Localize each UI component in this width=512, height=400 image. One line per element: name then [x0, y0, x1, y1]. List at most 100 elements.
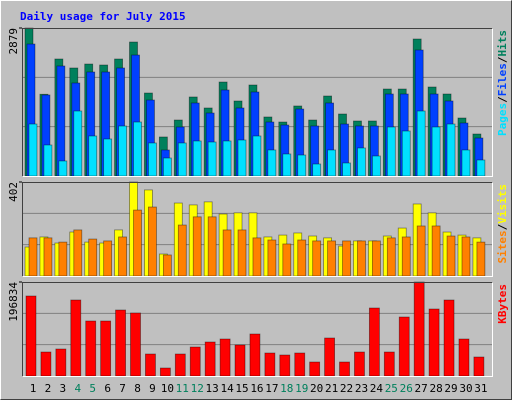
bar	[279, 354, 291, 377]
legend-entry: Files	[496, 63, 509, 96]
bar	[100, 320, 112, 377]
bar	[267, 149, 277, 177]
x-tick-label: 5	[89, 382, 96, 395]
bar	[368, 307, 380, 377]
legend: KBytes	[496, 284, 509, 324]
bar	[476, 241, 486, 277]
bar	[398, 316, 410, 377]
bar	[145, 353, 156, 377]
bar	[73, 229, 83, 277]
bar	[219, 338, 231, 377]
bar	[371, 155, 381, 177]
panel-border-dark	[22, 282, 493, 377]
x-tick-label: 3	[60, 382, 67, 395]
bar	[56, 65, 66, 177]
x-tick-label: 10	[161, 382, 174, 395]
bar	[342, 162, 351, 177]
bar	[115, 309, 126, 377]
bar	[473, 356, 485, 377]
x-tick-label: 18	[280, 382, 293, 395]
chart-title: Daily usage for July 2015	[20, 10, 186, 23]
bar	[55, 348, 67, 377]
bar	[159, 367, 171, 377]
bar	[413, 281, 425, 377]
bar	[133, 209, 142, 277]
bar	[357, 240, 366, 277]
bar	[401, 236, 411, 277]
x-tick-label: 14	[220, 382, 234, 395]
bar	[207, 216, 217, 277]
bar	[282, 153, 292, 177]
bar	[43, 144, 53, 177]
legend: Pages/Files/Hits	[496, 30, 509, 136]
bar	[192, 216, 202, 277]
bar	[252, 135, 262, 177]
bar	[43, 237, 53, 277]
bar	[58, 241, 68, 277]
bar	[354, 351, 365, 377]
x-tick-label: 28	[429, 382, 442, 395]
panel-border-light	[22, 182, 493, 277]
x-tick-label: 29	[444, 382, 457, 395]
bar	[234, 344, 246, 377]
bar	[148, 206, 157, 277]
bar	[324, 337, 336, 377]
x-tick-label: 30	[459, 382, 472, 395]
x-tick-label: 20	[310, 382, 323, 395]
bar	[58, 160, 68, 177]
bar	[431, 126, 441, 177]
bar	[249, 333, 261, 377]
bar	[416, 225, 426, 277]
bar	[88, 238, 98, 277]
bar	[461, 149, 471, 177]
bar	[40, 351, 52, 377]
bar	[461, 236, 471, 277]
bar	[103, 138, 113, 177]
x-tick-label: 15	[235, 382, 248, 395]
x-tick-label: 13	[206, 382, 219, 395]
y-tick-label: 402	[7, 182, 20, 202]
bar	[28, 237, 38, 277]
bar	[177, 224, 187, 277]
legend-entry: Hits	[496, 30, 509, 57]
bar	[431, 225, 441, 277]
panel-border-dark	[22, 28, 493, 177]
y-tick-label: 196834	[7, 282, 20, 322]
x-tick-label: 12	[191, 382, 204, 395]
x-tick-label: 31	[474, 382, 487, 395]
bar	[162, 254, 172, 277]
panel-border-light	[22, 28, 493, 177]
x-tick-label: 9	[149, 382, 156, 395]
x-tick-label: 24	[370, 382, 384, 395]
bar	[446, 123, 456, 177]
bar	[222, 229, 232, 277]
x-tick-label: 2	[45, 382, 52, 395]
bar	[25, 295, 37, 377]
bar	[386, 126, 396, 177]
bar	[401, 130, 411, 177]
bar	[312, 240, 322, 277]
x-tick-label: 19	[295, 382, 308, 395]
bar	[476, 159, 486, 177]
bar	[327, 149, 337, 177]
bar	[339, 361, 350, 377]
bar	[237, 229, 247, 277]
bar	[264, 352, 276, 377]
legend-entry: Pages	[496, 103, 509, 136]
legend: Sites/Visits	[496, 184, 509, 264]
bar	[297, 239, 307, 277]
bar	[162, 157, 172, 177]
bar	[130, 312, 141, 377]
x-tick-label: 27	[415, 382, 428, 395]
x-tick-label: 17	[265, 382, 278, 395]
legend-separator: /	[496, 56, 509, 63]
bar	[189, 346, 201, 377]
bar	[297, 154, 307, 177]
panel-border-dark	[22, 182, 493, 277]
x-tick-label: 21	[325, 382, 338, 395]
bar	[357, 147, 366, 177]
bar	[327, 240, 337, 277]
legend-separator: /	[496, 96, 509, 103]
bar	[70, 299, 82, 377]
